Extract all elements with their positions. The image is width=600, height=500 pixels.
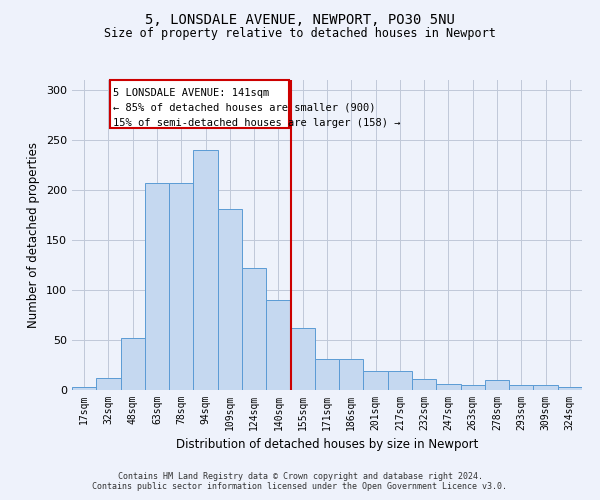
Bar <box>388 371 412 390</box>
Bar <box>96 378 121 390</box>
Text: 5, LONSDALE AVENUE, NEWPORT, PO30 5NU: 5, LONSDALE AVENUE, NEWPORT, PO30 5NU <box>145 12 455 26</box>
Bar <box>436 384 461 390</box>
Bar <box>315 359 339 390</box>
Text: 15% of semi-detached houses are larger (158) →: 15% of semi-detached houses are larger (… <box>113 118 401 128</box>
Bar <box>339 359 364 390</box>
Bar <box>72 387 96 390</box>
Bar <box>533 385 558 390</box>
Bar <box>461 385 485 390</box>
Bar <box>242 268 266 390</box>
Bar <box>193 150 218 390</box>
Y-axis label: Number of detached properties: Number of detached properties <box>28 142 40 328</box>
FancyBboxPatch shape <box>110 80 289 128</box>
Bar <box>509 385 533 390</box>
Text: Contains public sector information licensed under the Open Government Licence v3: Contains public sector information licen… <box>92 482 508 491</box>
Bar <box>218 209 242 390</box>
Text: ← 85% of detached houses are smaller (900): ← 85% of detached houses are smaller (90… <box>113 103 376 113</box>
Bar <box>364 371 388 390</box>
Text: 5 LONSDALE AVENUE: 141sqm: 5 LONSDALE AVENUE: 141sqm <box>113 88 269 98</box>
Bar <box>121 338 145 390</box>
Bar <box>169 183 193 390</box>
Bar <box>290 328 315 390</box>
Bar <box>485 380 509 390</box>
Text: Size of property relative to detached houses in Newport: Size of property relative to detached ho… <box>104 28 496 40</box>
Bar <box>412 379 436 390</box>
X-axis label: Distribution of detached houses by size in Newport: Distribution of detached houses by size … <box>176 438 478 452</box>
Bar <box>145 183 169 390</box>
Bar <box>266 300 290 390</box>
Text: Contains HM Land Registry data © Crown copyright and database right 2024.: Contains HM Land Registry data © Crown c… <box>118 472 482 481</box>
Bar <box>558 387 582 390</box>
